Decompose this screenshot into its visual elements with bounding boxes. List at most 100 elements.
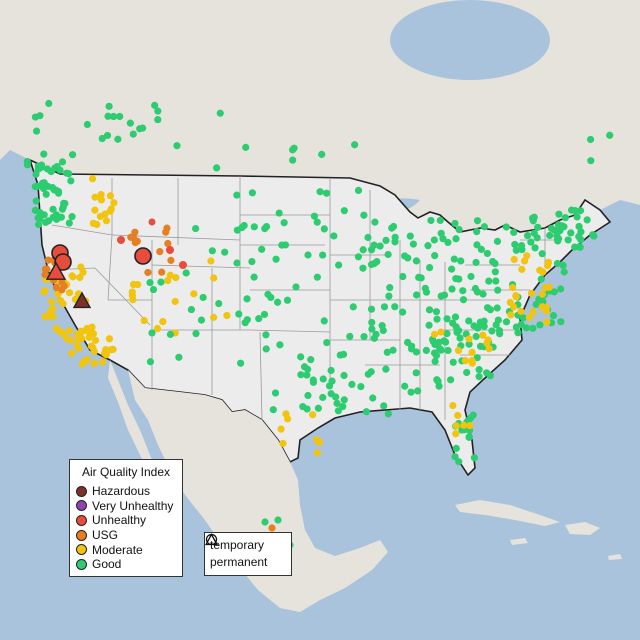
monitor-marker[interactable] xyxy=(439,235,447,243)
monitor-marker[interactable] xyxy=(215,299,223,308)
monitor-marker[interactable] xyxy=(384,410,392,418)
monitor-marker[interactable] xyxy=(318,150,326,159)
monitor-marker[interactable] xyxy=(560,268,568,276)
monitor-marker[interactable] xyxy=(480,322,488,330)
monitor-marker[interactable] xyxy=(466,422,474,430)
monitor-marker[interactable] xyxy=(463,368,471,377)
monitor-marker[interactable] xyxy=(460,421,468,429)
monitor-marker[interactable] xyxy=(493,304,501,312)
monitor-marker[interactable] xyxy=(382,236,390,244)
monitor-marker[interactable] xyxy=(23,161,32,169)
monitor-marker[interactable] xyxy=(359,264,367,272)
monitor-marker[interactable] xyxy=(531,244,539,252)
monitor-marker[interactable] xyxy=(538,290,546,298)
monitor-marker[interactable] xyxy=(412,369,420,377)
monitor-marker[interactable] xyxy=(539,268,547,276)
monitor-marker[interactable] xyxy=(470,454,478,462)
monitor-marker[interactable] xyxy=(339,350,348,358)
monitor-marker[interactable] xyxy=(473,228,481,236)
monitor-marker[interactable] xyxy=(297,371,305,379)
monitor-marker[interactable] xyxy=(34,220,43,229)
monitor-marker[interactable] xyxy=(47,167,55,176)
monitor-marker[interactable] xyxy=(279,439,287,448)
monitor-marker[interactable] xyxy=(449,358,457,366)
monitor-marker[interactable] xyxy=(553,259,562,268)
monitor-marker[interactable] xyxy=(304,251,312,259)
monitor-marker[interactable] xyxy=(149,285,158,294)
monitor-marker[interactable] xyxy=(443,330,451,338)
monitor-marker[interactable] xyxy=(401,382,409,390)
monitor-marker[interactable] xyxy=(465,335,473,343)
monitor-marker[interactable] xyxy=(448,265,456,273)
monitor-marker[interactable] xyxy=(166,330,175,338)
monitor-marker[interactable] xyxy=(56,166,64,174)
monitor-marker[interactable] xyxy=(144,268,152,277)
monitor-marker[interactable] xyxy=(278,241,286,249)
monitor-marker[interactable] xyxy=(233,226,241,234)
monitor-marker[interactable] xyxy=(332,393,340,401)
monitor-marker[interactable] xyxy=(106,192,115,200)
monitor-marker[interactable] xyxy=(547,224,556,233)
monitor-marker[interactable] xyxy=(468,348,476,356)
monitor-marker[interactable] xyxy=(148,329,156,337)
monitor-marker[interactable] xyxy=(103,131,112,140)
monitor-marker[interactable] xyxy=(233,191,241,199)
monitor-marker[interactable] xyxy=(197,316,206,324)
monitor-marker[interactable] xyxy=(430,330,439,338)
monitor-marker[interactable] xyxy=(452,235,460,243)
monitor-marker[interactable] xyxy=(586,135,595,144)
monitor-marker[interactable] xyxy=(102,345,110,354)
monitor-marker[interactable] xyxy=(36,112,44,120)
monitor-marker[interactable] xyxy=(391,303,399,311)
monitor-marker[interactable] xyxy=(268,524,276,532)
monitor-marker[interactable] xyxy=(105,335,114,343)
monitor-marker[interactable] xyxy=(557,318,565,326)
monitor-marker[interactable] xyxy=(156,248,164,256)
monitor-marker[interactable] xyxy=(65,219,73,227)
monitor-marker[interactable] xyxy=(105,102,113,110)
monitor-marker[interactable] xyxy=(192,330,200,338)
monitor-marker[interactable] xyxy=(359,246,367,254)
monitor-marker[interactable] xyxy=(577,235,585,244)
monitor-marker[interactable] xyxy=(414,387,422,395)
monitor-marker[interactable] xyxy=(83,120,91,129)
monitor-marker[interactable] xyxy=(469,411,477,419)
monitor-marker[interactable] xyxy=(320,317,328,325)
monitor-marker[interactable] xyxy=(519,314,527,322)
monitor-marker[interactable] xyxy=(485,345,493,353)
monitor-marker[interactable] xyxy=(207,257,215,265)
monitor-marker[interactable] xyxy=(334,407,342,415)
monitor-marker[interactable] xyxy=(522,324,531,332)
monitor-marker[interactable] xyxy=(90,347,98,356)
monitor-marker[interactable] xyxy=(99,358,107,366)
monitor-marker[interactable] xyxy=(52,186,60,194)
monitor-marker[interactable] xyxy=(262,331,270,339)
monitor-marker[interactable] xyxy=(477,245,486,253)
monitor-marker[interactable] xyxy=(512,323,520,331)
monitor-marker[interactable] xyxy=(280,219,288,227)
monitor-marker[interactable] xyxy=(486,372,494,380)
monitor-marker[interactable] xyxy=(465,317,473,325)
monitor-marker[interactable] xyxy=(41,265,49,273)
monitor-marker-unhealthy[interactable] xyxy=(134,247,152,265)
monitor-marker[interactable] xyxy=(542,304,550,312)
monitor-marker[interactable] xyxy=(158,268,166,276)
monitor-marker[interactable] xyxy=(87,342,95,350)
monitor-marker[interactable] xyxy=(549,311,558,320)
monitor-marker[interactable] xyxy=(323,338,331,347)
monitor-marker[interactable] xyxy=(509,283,517,292)
monitor-marker[interactable] xyxy=(91,206,99,214)
monitor-marker[interactable] xyxy=(489,257,497,266)
monitor-marker[interactable] xyxy=(313,273,321,281)
monitor-marker[interactable] xyxy=(271,389,280,397)
monitor-marker[interactable] xyxy=(313,436,321,444)
monitor-marker[interactable] xyxy=(248,257,256,266)
monitor-marker[interactable] xyxy=(433,315,441,323)
monitor-marker[interactable] xyxy=(525,314,533,322)
monitor-marker[interactable] xyxy=(473,217,482,225)
monitor-marker[interactable] xyxy=(262,222,271,231)
monitor-marker[interactable] xyxy=(539,297,547,306)
monitor-marker[interactable] xyxy=(208,247,216,255)
monitor-marker[interactable] xyxy=(167,256,175,264)
monitor-marker[interactable] xyxy=(272,255,280,263)
